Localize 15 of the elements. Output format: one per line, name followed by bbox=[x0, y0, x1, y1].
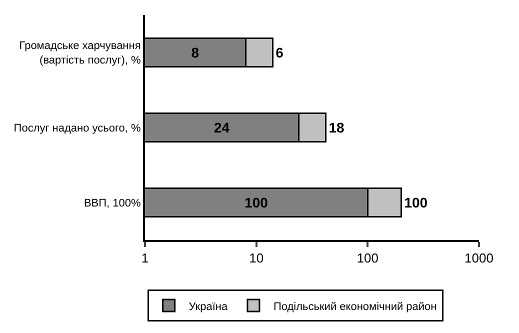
data-label: 8 bbox=[191, 44, 200, 60]
legend-label: Подільський економічний район bbox=[273, 300, 437, 313]
x-tick-label: 1000 bbox=[464, 250, 494, 266]
x-tick-label: 100 bbox=[356, 250, 379, 266]
y-tick-label: Громадське харчування (вартість послуг), % bbox=[19, 40, 142, 66]
legend-label: Україна bbox=[188, 300, 228, 313]
y-tick-label: ВВП, 100% bbox=[84, 197, 142, 210]
data-label: 24 bbox=[214, 120, 230, 136]
y-tick-label: Послуг надано усього, % bbox=[14, 122, 142, 134]
data-label: 100 bbox=[404, 194, 428, 210]
x-tick-label: 1 bbox=[141, 250, 149, 266]
data-label: 6 bbox=[276, 44, 284, 60]
x-tick-label: 10 bbox=[249, 250, 264, 266]
data-label: 18 bbox=[328, 120, 345, 136]
data-label: 100 bbox=[244, 194, 268, 210]
